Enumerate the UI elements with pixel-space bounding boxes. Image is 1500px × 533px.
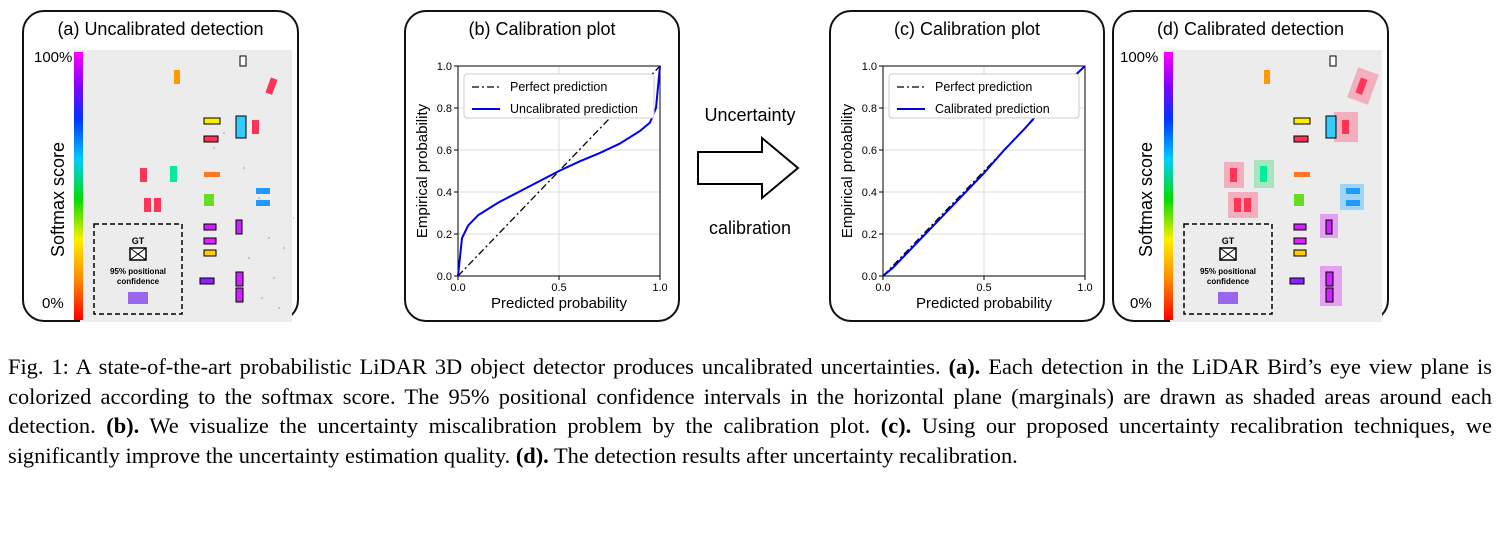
colorbar-label: Softmax score — [1136, 142, 1156, 257]
caption-ref-a: (a). — [948, 354, 981, 379]
lidar-points — [213, 132, 294, 309]
legend-box: GT 95% positional confidence — [1183, 223, 1273, 315]
confidence-label-2: confidence — [1207, 277, 1250, 286]
legend-label-0: Perfect prediction — [935, 80, 1032, 94]
legend-box: GT 95% positional confidence — [93, 223, 183, 315]
colorbar-labels: 100% 0% Softmax score — [34, 49, 72, 312]
x-tick-label: 1.0 — [652, 282, 667, 294]
y-axis-label: Empirical probability — [839, 103, 856, 238]
x-axis-label: Predicted probability — [916, 295, 1052, 312]
caption-ref-b: (b). — [106, 413, 140, 438]
x-tick-label: 1.0 — [1077, 282, 1092, 294]
calibration-chart-b: 0.0 0.5 1.0 0.0 0.2 0.4 0.6 0.8 1.0 Predicted pro… — [414, 61, 668, 312]
chart-legend — [463, 73, 655, 119]
arrow-bottom-text: calibration — [708, 218, 792, 238]
colorbar-label: Softmax score — [48, 142, 68, 257]
x-axis-label: Predicted probability — [491, 295, 627, 312]
figure-caption: Fig. 1: A state-of-the-art probabilistic… — [8, 352, 1492, 470]
chart-legend — [888, 73, 1080, 119]
y-tick-label: 0.6 — [862, 145, 877, 157]
caption-part-1: Fig. 1: A state-of-the-art probabilistic… — [8, 354, 949, 379]
panel-calibration-plot-c: (c) Calibration plot 0.0 0.5 1.0 0.0 0.2 0.4 0… — [829, 10, 1105, 322]
gt-label: GT — [132, 236, 145, 246]
confidence-label-1: 95% positional — [1200, 267, 1256, 276]
y-tick-label: 0.4 — [437, 187, 452, 199]
y-tick-label: 0.4 — [862, 187, 877, 199]
x-tick-label: 0.5 — [976, 282, 991, 294]
caption-part-2: Each detection in the LiDAR Bird’s eye v… — [8, 354, 1492, 438]
y-tick-label: 0.8 — [862, 103, 877, 115]
colorbar-bottom-tick: 0% — [1130, 295, 1152, 312]
colorbar-top-tick: 100% — [1120, 49, 1158, 66]
y-tick-label: 0.8 — [437, 103, 452, 115]
y-tick-label: 0.2 — [437, 229, 452, 241]
panel-a-title: (a) Uncalibrated detection — [57, 19, 264, 39]
confidence-label-2: confidence — [117, 277, 160, 286]
y-tick-label: 1.0 — [437, 61, 452, 73]
y-tick-label: 0.2 — [862, 229, 877, 241]
y-axis-label: Empirical probability — [414, 103, 431, 238]
confidence-label-1: 95% positional — [110, 267, 166, 276]
x-tick-label: 0.5 — [551, 282, 566, 294]
right-arrow-icon — [697, 136, 800, 200]
caption-ref-d: (d). — [515, 442, 549, 468]
colorbar-bottom-tick: 0% — [42, 295, 64, 312]
x-tick-label: 0.0 — [875, 282, 890, 294]
caption-ref-c: (c). — [880, 413, 912, 438]
colorbar-labels: 100% 0% Softmax score — [1120, 49, 1158, 312]
caption-part-3: We visualize the uncertainty miscalibrat… — [139, 413, 881, 438]
panel-d-title: (d) Calibrated detection — [1156, 19, 1345, 39]
panel-b-title: (b) Calibration plot — [468, 19, 616, 39]
caption-part-4: Using our proposed uncertainty recalibra… — [8, 413, 1492, 468]
colorbar-top-tick: 100% — [34, 49, 72, 66]
legend-label-1: Calibrated prediction — [935, 102, 1050, 116]
bev-scene-d: GT 95% positional confidence — [1164, 50, 1382, 322]
panel-calibrated-detection: (d) Calibrated detection — [1112, 10, 1389, 322]
confidence-swatch — [128, 292, 148, 304]
y-tick-label: 1.0 — [862, 61, 877, 73]
gt-label: GT — [1222, 236, 1235, 246]
y-tick-label: 0.6 — [437, 145, 452, 157]
bev-scene-a: GT 95% positional confidence — [74, 50, 294, 322]
colorbar — [1164, 52, 1173, 320]
detections-d — [1230, 55, 1368, 303]
y-tick-label: 0.0 — [862, 271, 877, 283]
legend-label-1: Uncalibrated prediction — [510, 102, 638, 116]
calibration-arrow: Uncertainty calibration — [690, 98, 810, 248]
panel-calibration-plot-b: (b) Calibration plot 0.0 0.5 1.0 0.0 0.2 0.4 0… — [404, 10, 680, 322]
arrow-top-text: Uncertainty — [704, 105, 796, 125]
panel-c-title: (c) Calibration plot — [893, 19, 1041, 39]
panel-uncalibrated-detection: (a) Uncalibrated detection — [22, 10, 299, 322]
confidence-swatch — [1218, 292, 1238, 304]
caption-part-5: The detection results after uncertainty … — [548, 442, 1018, 468]
legend-label-0: Perfect prediction — [510, 80, 607, 94]
y-tick-label: 0.0 — [437, 271, 452, 283]
x-tick-label: 0.0 — [450, 282, 465, 294]
detections-a — [140, 55, 278, 303]
calibration-chart-c: 0.0 0.5 1.0 0.0 0.2 0.4 0.6 0.8 1.0 Predicted pro… — [839, 61, 1093, 312]
colorbar — [74, 52, 83, 320]
